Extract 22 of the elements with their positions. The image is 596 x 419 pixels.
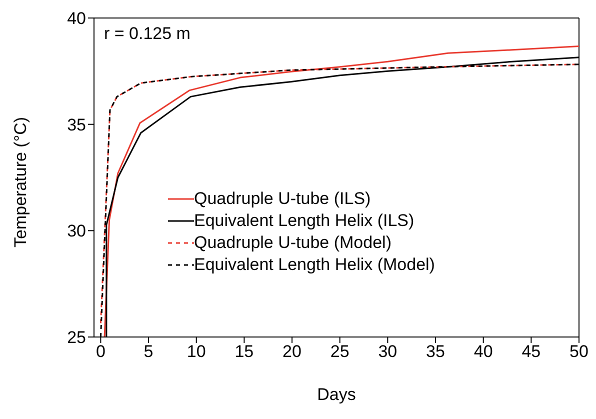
x-tick-label: 35 <box>426 342 445 362</box>
legend-label: Quadruple U-tube (Model) <box>194 232 392 254</box>
y-tick-label: 40 <box>67 9 86 28</box>
annotation: r = 0.125 m <box>104 24 190 44</box>
y-tick-label: 30 <box>67 222 86 241</box>
x-tick-label: 5 <box>144 342 154 362</box>
x-tick-label: 40 <box>474 342 493 362</box>
legend-label: Equivalent Length Helix (ILS) <box>194 210 414 232</box>
x-tick-label: 30 <box>378 342 398 362</box>
x-tick-label: 25 <box>330 342 350 362</box>
x-tick-label: 45 <box>522 342 541 362</box>
x-tick-label: 50 <box>570 342 588 362</box>
legend-label: Equivalent Length Helix (Model) <box>194 254 435 276</box>
x-tick-label: 10 <box>186 342 206 362</box>
y-tick-label: 35 <box>67 115 86 134</box>
legend-label: Quadruple U-tube (ILS) <box>194 188 371 210</box>
x-axis-title: Days <box>317 385 356 404</box>
x-tick-label: 20 <box>282 342 302 362</box>
x-tick-label: 0 <box>96 342 106 362</box>
y-tick-label: 25 <box>67 328 86 348</box>
x-tick-label: 15 <box>234 342 254 362</box>
y-axis-title: Temperature (°C) <box>11 116 30 248</box>
